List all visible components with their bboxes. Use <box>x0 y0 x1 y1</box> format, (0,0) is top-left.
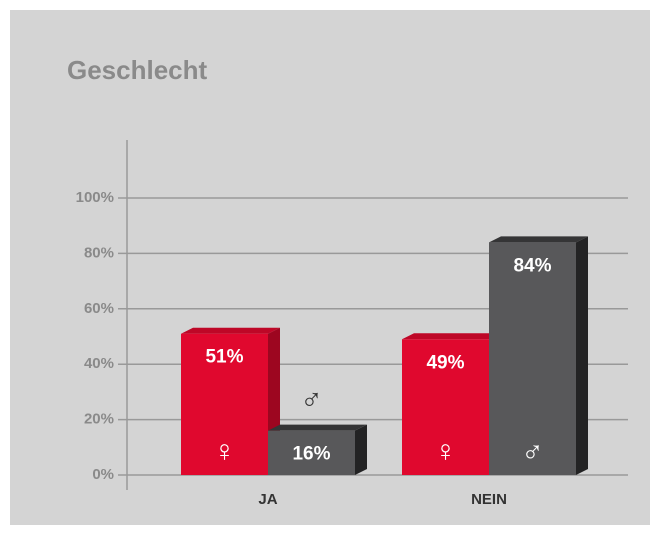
bar-top <box>181 327 280 334</box>
bar-top <box>268 424 367 431</box>
value-label: 16% <box>292 444 330 465</box>
x-tick-label: JA <box>258 491 277 508</box>
x-tick-label: NEIN <box>471 491 507 508</box>
chart-title: Geschlecht <box>67 55 208 85</box>
bar-top <box>402 333 501 340</box>
series-symbol: ♀ <box>213 435 236 468</box>
bar <box>489 242 576 475</box>
series-symbol: ♂ <box>521 435 544 468</box>
bar <box>268 430 355 475</box>
value-label: 51% <box>205 347 243 368</box>
value-label: 84% <box>513 255 551 276</box>
bar-top <box>489 236 588 243</box>
bar-side <box>355 424 367 475</box>
y-tick-label: 40% <box>84 355 114 372</box>
value-label: 49% <box>426 352 464 373</box>
y-tick-label: 100% <box>76 189 114 206</box>
y-tick-label: 60% <box>84 300 114 317</box>
series-symbol: ♂ <box>300 383 323 416</box>
series-symbol: ♀ <box>434 435 457 468</box>
y-tick-label: 20% <box>84 411 114 428</box>
bar-side <box>576 236 588 475</box>
bar <box>402 339 489 475</box>
y-tick-label: 0% <box>92 466 114 483</box>
bar <box>181 333 268 475</box>
y-tick-label: 80% <box>84 244 114 261</box>
